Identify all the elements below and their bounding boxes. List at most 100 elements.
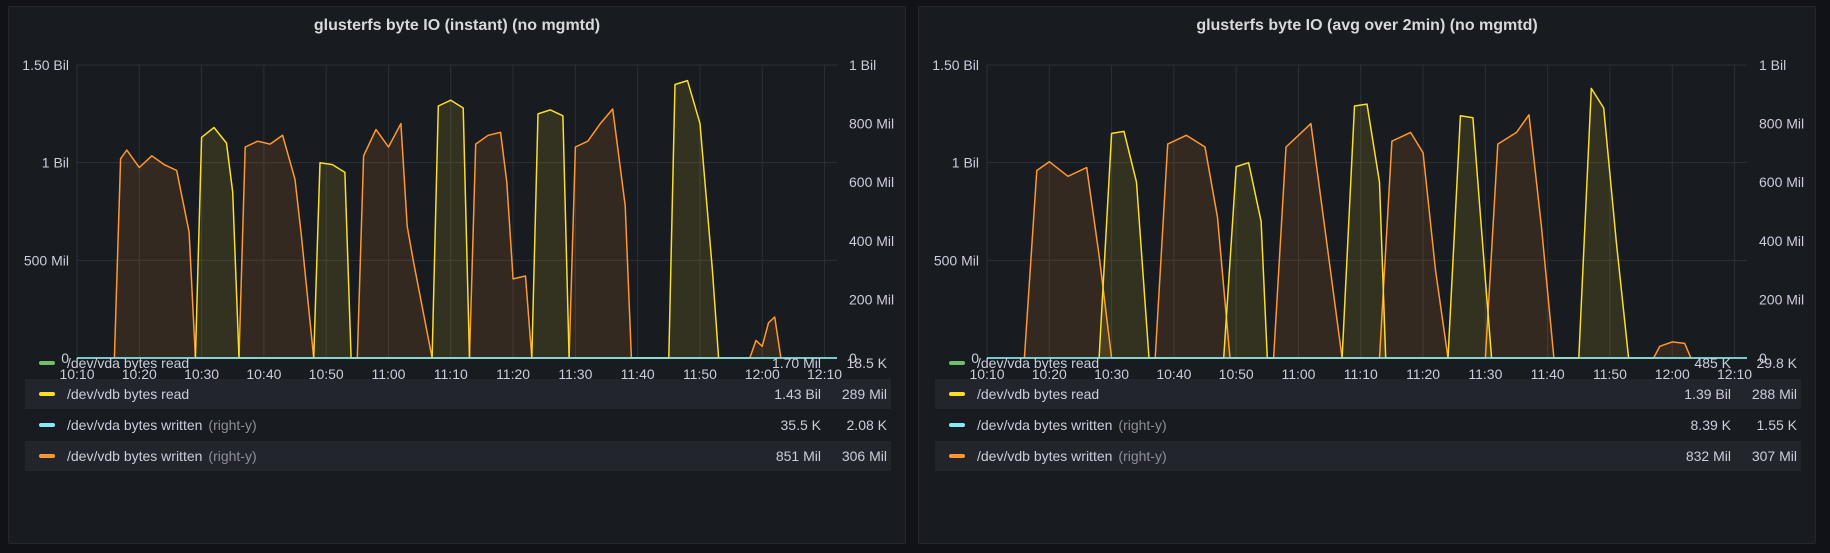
x-axis-tick-label: 11:00 (1281, 366, 1315, 382)
right-axis-tick-label: 200 Mil (1759, 291, 1804, 307)
x-axis-tick-label: 11:10 (434, 366, 468, 382)
legend-max-value: 1.43 Bil (774, 386, 821, 402)
legend-series-name: /dev/vda bytes written (977, 417, 1113, 433)
series-area-fill (1024, 114, 1691, 358)
x-axis-tick-label: 12:10 (807, 366, 842, 382)
series-line (113, 108, 782, 359)
legend-avg-value: 2.08 K (846, 417, 887, 433)
left-axis-tick-label: 1 Bil (42, 155, 69, 171)
series-line (194, 79, 720, 359)
right-axis-tick-label: 800 Mil (849, 116, 894, 132)
x-axis-tick-label: 12:00 (745, 366, 780, 382)
series-area-fill (1099, 88, 1629, 359)
right-axis-tick-label: 200 Mil (849, 291, 894, 307)
x-axis-tick-label: 11:50 (683, 366, 717, 382)
legend-item[interactable]: /dev/vda bytes read 485 K 29.8 K (935, 348, 1801, 378)
right-axis-tick-label: 800 Mil (1759, 116, 1804, 132)
x-axis-tick-label: 11:20 (1406, 366, 1440, 382)
legend-item[interactable]: /dev/vdb bytes read 1.39 Bil 288 Mil (935, 379, 1801, 409)
panel-title: glusterfs byte IO (instant) (no mgmtd) (313, 17, 601, 34)
x-axis-tick-label: 10:30 (1094, 366, 1129, 382)
x-axis-tick-label: 10:50 (1219, 366, 1254, 382)
legend-series-suffix: (right-y) (208, 417, 257, 433)
right-axis-tick-label: 0 (1759, 350, 1767, 366)
series-area-fill (195, 80, 719, 358)
panel-title: glusterfs byte IO (avg over 2min) (no mg… (1196, 17, 1538, 34)
series-color-swatch (949, 454, 965, 458)
x-axis-tick-label: 10:40 (1156, 366, 1191, 382)
legend-max-value: 485 K (1694, 355, 1731, 371)
legend-series-suffix: (right-y) (208, 448, 257, 464)
legend-item[interactable]: /dev/vdb bytes read 1.43 Bil 289 Mil (25, 379, 891, 409)
legend-item[interactable]: /dev/vda bytes written (right-y) 35.5 K 2… (25, 410, 891, 440)
left-axis-tick-label: 1.50 Bil (932, 57, 979, 73)
legend-max-value: 35.5 K (780, 417, 821, 433)
legend-series-name: /dev/vdb bytes written (977, 448, 1113, 464)
x-axis-tick-label: 10:40 (246, 366, 281, 382)
legend-item[interactable]: /dev/vda bytes written (right-y) 8.39 K 1… (935, 410, 1801, 440)
panel-instant: glusterfs byte IO (instant) (no mgmtd) 0… (8, 6, 906, 544)
series-color-swatch (949, 392, 965, 396)
x-axis-tick-label: 11:40 (1531, 366, 1565, 382)
legend-series-suffix: (right-y) (1118, 417, 1167, 433)
x-axis-tick-label: 11:10 (1344, 366, 1378, 382)
left-axis-tick-label: 0 (971, 350, 979, 366)
left-axis-tick-label: 500 Mil (24, 252, 69, 268)
legend-item[interactable]: /dev/vdb bytes written (right-y) 851 Mil … (25, 441, 891, 471)
legend-series-suffix: (right-y) (1118, 448, 1167, 464)
left-axis-tick-label: 500 Mil (934, 252, 979, 268)
left-axis-tick-label: 1.50 Bil (22, 57, 69, 73)
x-axis-tick-label: 11:30 (1468, 366, 1502, 382)
legend-avg-value: 29.8 K (1756, 355, 1797, 371)
x-axis-tick-label: 11:20 (496, 366, 530, 382)
legend-series-name: /dev/vdb bytes written (67, 448, 203, 464)
right-axis-tick-label: 600 Mil (849, 174, 894, 190)
legend-item[interactable]: /dev/vda bytes read 1.70 Mil 18.5 K (25, 348, 891, 378)
x-axis-tick-label: 10:50 (309, 366, 344, 382)
right-axis-tick-label: 600 Mil (1759, 174, 1804, 190)
chart-plot: 0 500 Mil 1 Bil 1.50 Bil 0 200 Mil 400 Mil 600 … (22, 57, 894, 382)
series-color-swatch (39, 423, 55, 427)
legend-max-value: 1.39 Bil (1684, 386, 1731, 402)
legend-avg-value: 306 Mil (841, 448, 887, 464)
right-axis-tick-label: 400 Mil (849, 233, 894, 249)
legend-max-value: 851 Mil (775, 448, 821, 464)
right-axis-tick-label: 0 (849, 350, 857, 366)
x-axis-tick-label: 11:00 (371, 366, 405, 382)
legend-max-value: 1.70 Mil (771, 355, 821, 371)
legend-series-name: /dev/vdb bytes read (67, 386, 190, 402)
right-axis-tick-label: 1 Bil (1759, 57, 1786, 73)
left-axis-tick-label: 1 Bil (952, 155, 979, 171)
legend-avg-value: 288 Mil (1751, 386, 1797, 402)
right-axis-tick-label: 1 Bil (849, 57, 876, 73)
legend-avg-value: 289 Mil (841, 386, 887, 402)
chart-plot: 0 500 Mil 1 Bil 1.50 Bil 0 200 Mil 400 Mil 600 … (932, 57, 1804, 382)
legend-series-name: /dev/vda bytes read (977, 355, 1100, 371)
legend-series-name: /dev/vda bytes written (67, 417, 203, 433)
x-axis-tick-label: 10:20 (1032, 366, 1067, 382)
panel-avg-2min: glusterfs byte IO (avg over 2min) (no mg… (918, 6, 1816, 544)
legend-series-name: /dev/vdb bytes read (977, 386, 1100, 402)
legend-max-value: 832 Mil (1685, 448, 1731, 464)
x-axis-tick-label: 10:30 (184, 366, 219, 382)
x-axis-tick-label: 12:00 (1655, 366, 1690, 382)
series-color-swatch (949, 423, 965, 427)
legend-series-name: /dev/vda bytes read (67, 355, 190, 371)
series-color-swatch (949, 361, 965, 365)
series-line (1023, 114, 1692, 359)
legend-max-value: 8.39 K (1690, 417, 1731, 433)
legend-avg-value: 1.55 K (1756, 417, 1797, 433)
legend-avg-value: 307 Mil (1751, 448, 1797, 464)
series-color-swatch (39, 361, 55, 365)
x-axis-tick-label: 11:50 (1593, 366, 1627, 382)
right-axis-tick-label: 400 Mil (1759, 233, 1804, 249)
series-area-fill (114, 109, 781, 358)
legend-item[interactable]: /dev/vdb bytes written (right-y) 832 Mil … (935, 441, 1801, 471)
x-axis-tick-label: 12:10 (1717, 366, 1752, 382)
legend-avg-value: 18.5 K (846, 355, 887, 371)
x-axis-tick-label: 10:20 (122, 366, 157, 382)
series-color-swatch (39, 392, 55, 396)
x-axis-tick-label: 10:10 (59, 366, 94, 382)
x-axis-tick-label: 11:30 (558, 366, 592, 382)
series-color-swatch (39, 454, 55, 458)
